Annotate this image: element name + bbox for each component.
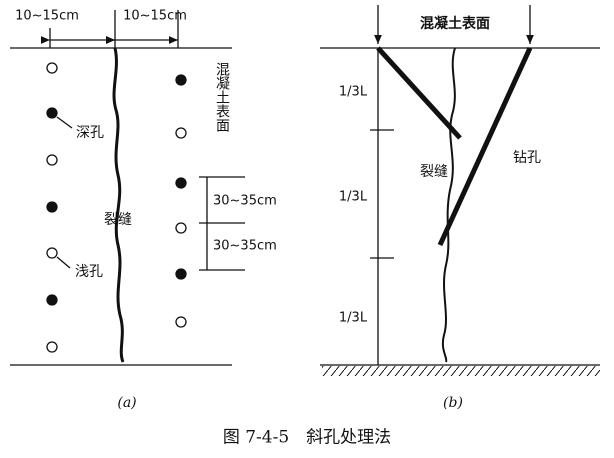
drill-hole bbox=[437, 46, 533, 247]
caption: (b) bbox=[443, 395, 463, 411]
drill-hole bbox=[376, 46, 462, 140]
segment-label: 1/3L bbox=[339, 311, 368, 326]
label: 裂缝 bbox=[104, 212, 132, 228]
leader bbox=[56, 256, 71, 269]
spacing-label: 30~35cm bbox=[213, 194, 277, 209]
surface-label: 混凝土表面 bbox=[420, 15, 490, 32]
caption: (a) bbox=[117, 395, 136, 411]
dim-label: 10~15cm bbox=[15, 9, 79, 24]
label: 浅孔 bbox=[75, 264, 103, 280]
leader bbox=[56, 116, 73, 129]
label: 深孔 bbox=[76, 125, 104, 141]
crack bbox=[441, 47, 456, 363]
segment-label: 1/3L bbox=[339, 85, 368, 100]
surface-label: 混凝土表面 bbox=[214, 62, 230, 132]
spacing-label: 30~35cm bbox=[213, 239, 277, 254]
holes bbox=[46, 62, 187, 353]
figure-caption: 图 7-4-5 斜孔处理法 bbox=[223, 428, 391, 448]
dim-label: 10~15cm bbox=[123, 9, 187, 24]
panel-a: 10~15cm 10~15cm 深孔 裂缝 浅孔 混凝土表面 30~35cm 3… bbox=[10, 9, 277, 411]
label: 钻孔 bbox=[513, 150, 541, 166]
segment-label: 1/3L bbox=[339, 190, 368, 205]
crack bbox=[112, 47, 125, 363]
label: 裂缝 bbox=[420, 164, 448, 180]
panel-b: 混凝土表面 1/3L 1/3L 1/3L 钻孔 裂缝 (b) bbox=[320, 5, 600, 411]
ground-hatch bbox=[322, 366, 600, 376]
